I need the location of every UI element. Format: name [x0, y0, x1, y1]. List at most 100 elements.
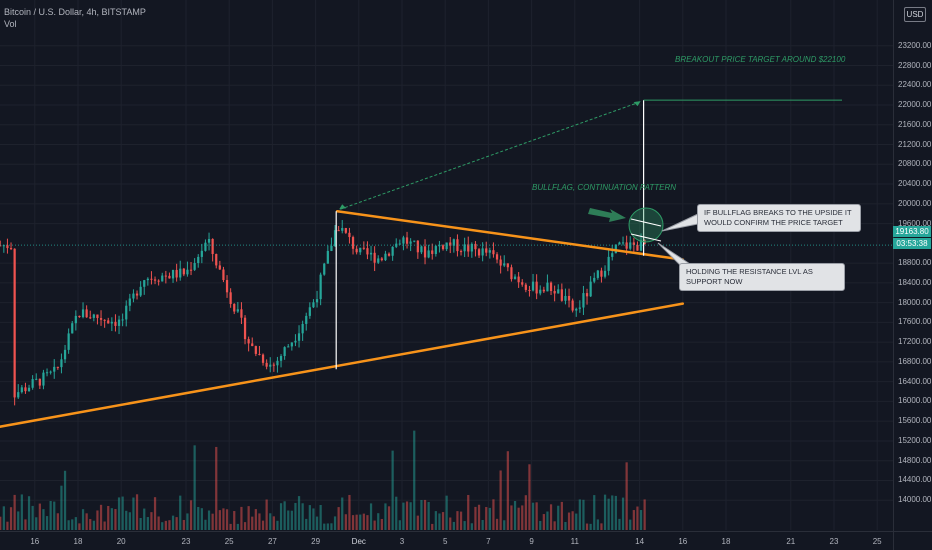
candle-body — [92, 314, 95, 318]
candle-body — [366, 248, 369, 255]
candle-body — [553, 291, 556, 294]
volume-bar — [67, 520, 70, 530]
candle-body — [243, 317, 247, 340]
candle-body — [164, 275, 167, 277]
volume-bar — [629, 519, 632, 530]
candle-body — [535, 281, 538, 294]
volume-bar — [211, 513, 214, 530]
volume-bar — [330, 523, 333, 530]
volume-bar — [204, 519, 207, 530]
time-tick-label: Dec — [351, 537, 366, 546]
volume-bar — [132, 497, 135, 530]
candle-body — [150, 278, 153, 280]
trendline-support[interactable] — [0, 302, 685, 436]
candle-body — [377, 258, 380, 263]
volume-bar — [17, 511, 20, 530]
candle-body — [24, 387, 27, 392]
candle-body — [564, 295, 567, 301]
volume-bar — [420, 500, 423, 530]
candle-body — [89, 317, 92, 319]
candle-body — [56, 366, 59, 368]
candle-body — [186, 269, 189, 275]
volume-bar — [488, 507, 491, 530]
volume-bar — [528, 464, 531, 530]
callout-upper[interactable]: IF BULLFLAG BREAKS TO THE UPSIDE IT WOUL… — [697, 204, 861, 232]
volume-bar — [524, 495, 527, 530]
volume-bar — [387, 506, 391, 530]
time-tick-label: 23 — [181, 537, 191, 546]
candle-body — [625, 242, 628, 249]
candle-body — [557, 289, 560, 294]
price-tick-label: 15200.00 — [898, 435, 932, 445]
candle-body — [521, 282, 524, 285]
volume-bar — [272, 516, 275, 530]
candle-body — [459, 251, 463, 253]
volume-bar — [290, 510, 293, 530]
candle-body — [99, 318, 103, 320]
volume-bar — [27, 496, 31, 530]
volume-bar — [348, 494, 351, 530]
currency-badge[interactable]: USD — [904, 7, 926, 22]
volume-bar — [56, 513, 59, 530]
candle-body — [593, 277, 596, 282]
volume-bar — [351, 515, 355, 530]
candle-body — [229, 292, 232, 304]
volume-bar — [441, 512, 445, 530]
price-tick-label: 20800.00 — [898, 159, 932, 169]
callout-lower[interactable]: HOLDING THE RESISTANCE LVL AS SUPPORT NO… — [679, 263, 845, 291]
volume-bar — [308, 505, 311, 530]
volume-bar — [513, 500, 517, 530]
candle-body — [387, 253, 391, 256]
candle-body — [542, 289, 545, 292]
candle-body — [240, 309, 243, 318]
price-tick-label: 21200.00 — [898, 139, 932, 149]
candle-body — [251, 343, 254, 347]
time-tick-label: 16 — [30, 537, 40, 546]
candle-body — [524, 284, 527, 290]
candle-body — [441, 245, 445, 250]
volume-bar — [31, 505, 34, 530]
candle-body — [467, 244, 470, 252]
volume-bar — [276, 520, 279, 530]
time-tick-label: 29 — [311, 537, 321, 546]
volume-bar — [150, 512, 153, 530]
candle-body — [341, 228, 344, 231]
candle-body — [110, 321, 113, 324]
candle-body — [74, 315, 77, 324]
last-price-tag: 19163.80 — [893, 226, 931, 237]
volume-bar — [135, 494, 139, 530]
volume-bar — [283, 501, 286, 530]
candle-body — [495, 254, 499, 260]
volume-bar — [575, 513, 578, 530]
volume-bar — [485, 507, 488, 530]
bullflag-highlight — [628, 207, 664, 243]
volume-bar — [146, 517, 149, 530]
candle-body — [488, 250, 491, 253]
volume-bar — [607, 498, 610, 530]
candle-body — [301, 323, 304, 334]
candle-body — [528, 289, 531, 291]
volume-bar — [423, 499, 427, 530]
candle-body — [103, 319, 106, 321]
candle-body — [179, 268, 182, 278]
candle-body — [153, 279, 157, 281]
volume-bar — [24, 519, 27, 530]
volume-bar — [481, 519, 484, 530]
volume-bar — [456, 511, 459, 530]
candle-body — [143, 280, 146, 287]
volume-bar — [13, 494, 16, 530]
candle-body — [45, 372, 49, 374]
volume-bar — [117, 497, 121, 530]
candle-body — [499, 259, 502, 266]
volume-bar — [445, 495, 448, 530]
candle-body — [330, 245, 333, 251]
volume-bar — [557, 505, 560, 530]
candle-body — [337, 230, 340, 232]
volume-bar — [578, 499, 581, 530]
trendline-resistance[interactable] — [335, 209, 685, 261]
candle-body — [405, 237, 409, 244]
volume-bar — [301, 503, 304, 530]
volume-bar — [380, 518, 383, 530]
